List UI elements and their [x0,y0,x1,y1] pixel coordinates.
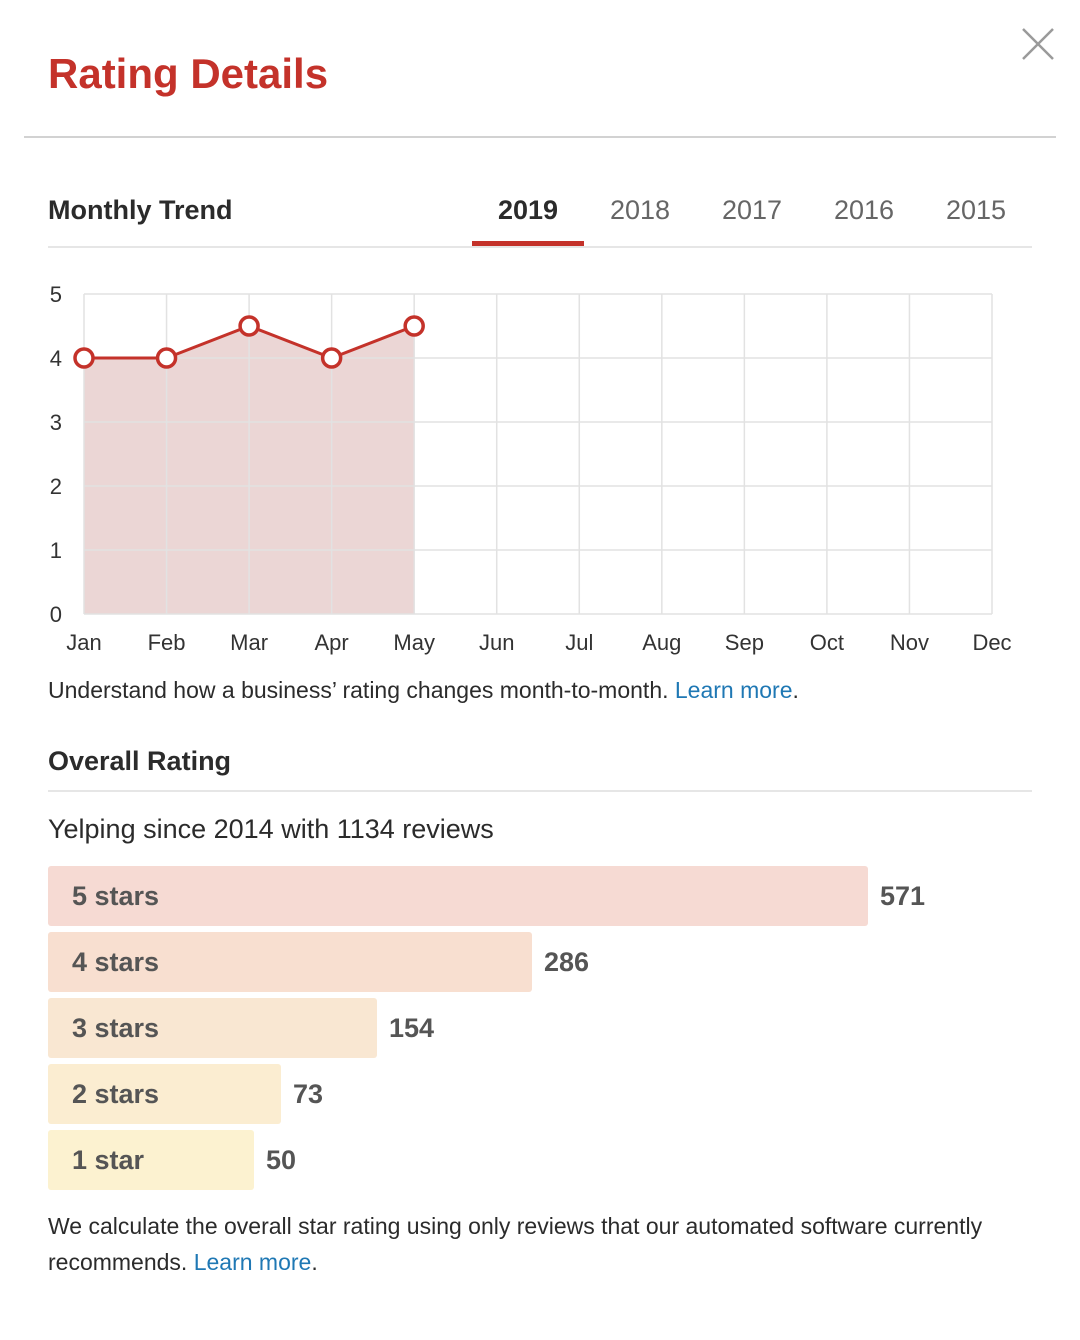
rating-bar-row: 4 stars 286 [48,932,612,992]
x-tick-label: Aug [642,630,681,655]
y-tick-label: 2 [50,474,62,499]
header-divider [24,136,1056,138]
rating-bar: 5 stars [48,866,868,926]
overall-rating-title: Overall Rating [48,746,232,776]
modal-title: Rating Details [48,50,329,97]
trend-description-suffix: . [792,677,799,703]
x-tick-label: May [393,630,435,655]
rating-count: 73 [293,1079,324,1109]
yelping-since-text: Yelping since 2014 with 1134 reviews [48,814,494,844]
trend-description: Understand how a business’ rating change… [48,672,799,708]
trend-learn-more-link[interactable]: Learn more [674,677,793,703]
monthly-trend-title: Monthly Trend [48,195,233,225]
close-button[interactable] [1020,26,1056,62]
rating-bar: 4 stars [48,932,532,992]
rating-count: 50 [266,1145,297,1175]
y-tick-label: 5 [50,282,62,307]
rating-bar-row: 5 stars 571 [48,866,948,926]
rating-bar: 1 star [48,1130,254,1190]
trend-point [403,315,425,337]
x-tick-label: Nov [890,630,929,655]
trend-point [155,347,178,369]
tab-2015[interactable]: 2015 [945,195,1007,225]
x-tick-label: Oct [810,630,844,655]
trend-point [73,347,95,369]
tab-2016[interactable]: 2016 [833,195,895,225]
x-tick-label: Jun [479,630,514,655]
y-tick-label: 3 [50,410,62,435]
rating-bar-row: 2 stars 73 [48,1064,361,1124]
x-tick-label: Jul [565,630,593,655]
overall-description-text: We calculate the overall star rating usi… [48,1213,983,1275]
x-tick-label: Sep [725,630,764,655]
y-tick-label: 1 [50,538,62,563]
rating-count: 571 [880,881,926,911]
close-icon [1022,28,1054,60]
monthly-trend-chart: 0 1 2 3 4 5 Jan Feb Mar Apr May Jun Jul Aug Sep Oct Nov D… [50,282,1012,655]
trend-description-text: Understand how a business’ rating change… [48,677,669,703]
x-tick-label: Feb [148,630,186,655]
tabs-divider [48,246,1032,248]
rating-count: 154 [389,1013,435,1043]
overall-learn-more-link[interactable]: Learn more [193,1249,312,1275]
rating-bar: 2 stars [48,1064,281,1124]
rating-bar-row: 3 stars 154 [48,998,457,1058]
y-tick-label: 0 [50,602,62,627]
rating-bar-row: 1 star 50 [48,1130,334,1190]
year-tabs: 2019 2018 2017 2016 2015 [472,190,1032,246]
rating-count: 286 [544,947,590,977]
tab-2018[interactable]: 2018 [609,195,671,225]
tab-2019[interactable]: 2019 [472,190,584,246]
x-tick-label: Mar [230,630,268,655]
x-tick-label: Apr [315,630,349,655]
overall-description-suffix: . [311,1249,318,1275]
rating-bar: 3 stars [48,998,377,1058]
x-tick-label: Jan [66,630,101,655]
overall-divider [48,790,1032,792]
trend-point [238,315,260,337]
x-tick-label: Dec [972,630,1011,655]
trend-point [320,347,343,369]
y-tick-label: 4 [50,346,62,371]
overall-description: We calculate the overall star rating usi… [48,1208,1038,1280]
tab-2017[interactable]: 2017 [721,195,783,225]
